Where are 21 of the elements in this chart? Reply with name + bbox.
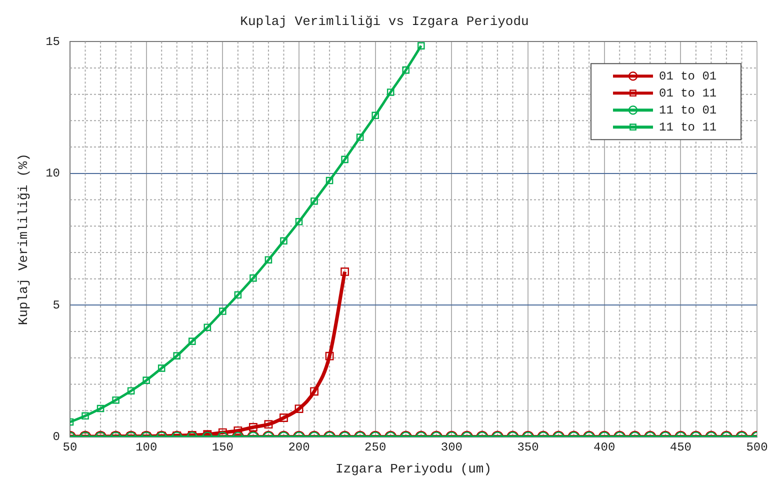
legend-label: 01 to 01 bbox=[659, 69, 717, 84]
y-tick-label: 5 bbox=[52, 298, 60, 312]
y-tick-label: 10 bbox=[46, 166, 60, 181]
x-tick-label: 200 bbox=[288, 440, 310, 454]
y-tick-label: 0 bbox=[52, 430, 60, 444]
x-tick-label: 450 bbox=[670, 440, 692, 454]
x-axis-title: Izgara Periyodu (um) bbox=[335, 462, 492, 477]
x-tick-label: 50 bbox=[62, 440, 78, 454]
x-tick-label: 400 bbox=[594, 440, 616, 454]
x-tick-label: 100 bbox=[136, 440, 158, 454]
x-tick-label: 250 bbox=[364, 440, 386, 454]
y-axis-title: Kuplaj Verimliliği (%) bbox=[16, 153, 32, 326]
x-tick-label: 150 bbox=[212, 440, 234, 454]
x-tick-label: 350 bbox=[517, 440, 539, 454]
legend-label: 01 to 11 bbox=[659, 86, 717, 100]
x-tick-label: 500 bbox=[746, 440, 768, 454]
legend-label: 11 to 01 bbox=[659, 103, 717, 118]
y-tick-label: 15 bbox=[46, 34, 60, 49]
legend-label: 11 to 11 bbox=[659, 120, 717, 134]
chart-title: Kuplaj Verimliliği vs Izgara Periyodu bbox=[240, 14, 529, 30]
x-tick-label: 300 bbox=[440, 440, 462, 454]
